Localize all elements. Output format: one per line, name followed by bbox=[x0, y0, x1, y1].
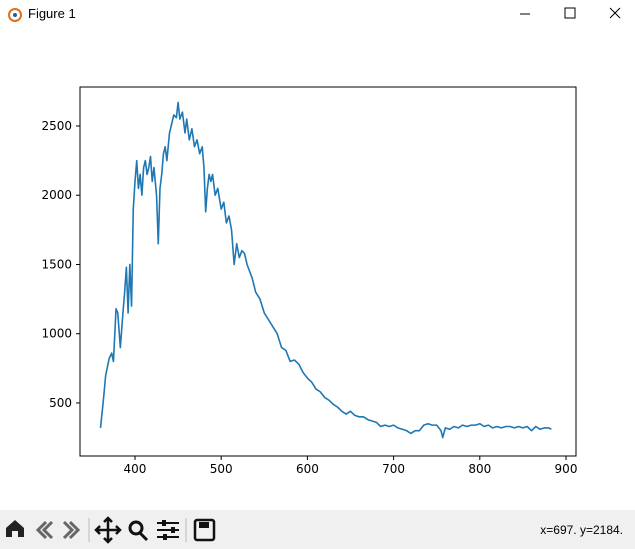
home-button[interactable] bbox=[6, 520, 24, 537]
back-button[interactable] bbox=[35, 520, 54, 540]
save-button[interactable] bbox=[193, 518, 216, 542]
x-tick-label: 500 bbox=[210, 462, 233, 476]
forward-button[interactable] bbox=[62, 520, 81, 540]
title-bar: Figure 1 bbox=[0, 0, 635, 30]
spectrum-line bbox=[99, 101, 552, 439]
x-tick-label: 900 bbox=[555, 462, 578, 476]
x-tick-label: 600 bbox=[296, 462, 319, 476]
cursor-status: x=697. y=2184. bbox=[540, 523, 623, 537]
y-tick-label: 500 bbox=[49, 396, 72, 410]
x-tick-label: 700 bbox=[382, 462, 405, 476]
x-tick-label: 800 bbox=[468, 462, 491, 476]
window-controls[interactable] bbox=[515, 0, 635, 30]
close[interactable] bbox=[609, 7, 621, 19]
toolbar: x=697. y=2184. bbox=[0, 510, 635, 549]
y-tick-label: 2500 bbox=[41, 119, 72, 133]
x-tick-label: 400 bbox=[124, 462, 147, 476]
y-tick-label: 1000 bbox=[41, 327, 72, 341]
y-tick-label: 1500 bbox=[41, 257, 72, 271]
figure: 400 500 600 700 800 900 500 1000 1500 2000 2500 bbox=[41, 86, 578, 476]
configure-button[interactable] bbox=[157, 522, 179, 538]
y-tick-label: 2000 bbox=[41, 188, 72, 202]
zoom-button[interactable] bbox=[128, 520, 144, 536]
axes-frame bbox=[79, 86, 577, 457]
maximize[interactable] bbox=[564, 7, 576, 19]
toolbar-buttons[interactable] bbox=[0, 510, 220, 549]
app-icon bbox=[8, 8, 22, 22]
pan-button[interactable] bbox=[94, 516, 122, 544]
window-title: Figure 1 bbox=[28, 6, 76, 21]
